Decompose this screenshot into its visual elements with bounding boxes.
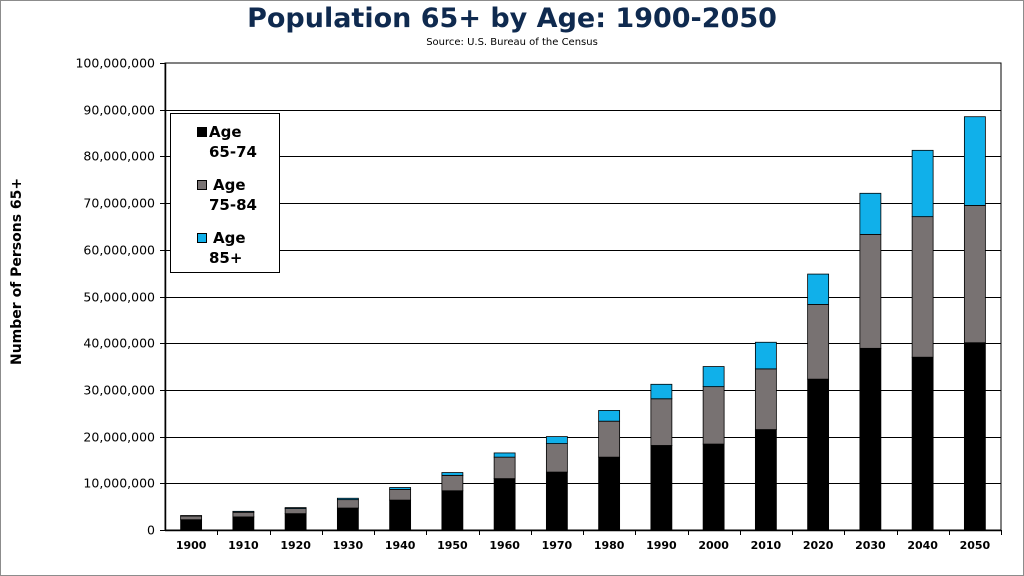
bar-age-75-84-1950 [441, 474, 464, 492]
legend-swatch-age-75-84 [197, 180, 207, 190]
legend-swatch-age-85-plus [197, 233, 207, 243]
bar-age-75-84-2020 [807, 304, 830, 380]
legend-label-line2: 85+ [209, 249, 243, 267]
y-tick-label: 30,000,000 [83, 383, 155, 398]
legend-label-line1: Age [213, 229, 246, 247]
bar-age-65-74-1920 [284, 513, 307, 531]
x-tick-label: 1990 [646, 539, 677, 552]
bar-age-75-84-2040 [911, 216, 934, 358]
bar-age-65-74-1910 [232, 516, 255, 531]
x-tick-label: 1960 [489, 539, 520, 552]
y-tick-label: 100,000,000 [75, 56, 155, 71]
bar-age-75-84-1940 [389, 488, 412, 501]
bar-age-75-84-2010 [754, 368, 777, 430]
x-tick-label: 2050 [960, 539, 991, 552]
y-tick-label: 10,000,000 [83, 476, 155, 491]
bar-age-85--1920 [284, 507, 307, 509]
legend-label-line2: 75-84 [209, 196, 257, 214]
bar-age-75-84-1930 [336, 499, 359, 509]
bar-age-65-74-2030 [859, 347, 882, 531]
bar-age-85--1970 [545, 436, 568, 445]
bar-age-65-74-2000 [702, 443, 725, 531]
bar-age-85--1980 [598, 410, 621, 422]
legend-label-line1: Age [209, 123, 242, 141]
bar-age-75-84-1900 [180, 515, 203, 521]
bar-age-85--1960 [493, 452, 516, 458]
bar-age-85--2000 [702, 366, 725, 388]
bar-age-85--2050 [963, 116, 986, 206]
y-tick-label: 0 [147, 523, 155, 538]
x-tick-label: 1900 [176, 539, 207, 552]
bar-age-65-74-1930 [336, 507, 359, 531]
x-tick-label: 2040 [907, 539, 938, 552]
bar-age-85--2030 [859, 192, 882, 235]
y-tick-label: 90,000,000 [83, 103, 155, 118]
bar-age-85--2020 [807, 273, 830, 305]
legend-label-line2: 65-74 [209, 143, 257, 161]
legend-label-line1: Age [213, 176, 246, 194]
legend-swatch-age-65-74 [197, 127, 207, 137]
x-tick-label: 1980 [594, 539, 625, 552]
bar-age-75-84-1960 [493, 456, 516, 480]
chart-legend: Age 65-74 Age 75-84 Age 85+ [170, 113, 280, 273]
bar-age-65-74-1950 [441, 490, 464, 531]
bar-age-65-74-1970 [545, 471, 568, 531]
bar-age-85--1930 [336, 497, 359, 501]
x-tick-label: 2020 [803, 539, 834, 552]
bar-age-85--1910 [232, 510, 255, 513]
x-tick-label: 2010 [751, 539, 782, 552]
x-tick-label: 1930 [333, 539, 364, 552]
bar-age-85--1990 [650, 383, 673, 400]
chart-subtitle: Source: U.S. Bureau of the Census [426, 37, 598, 48]
y-tick-label: 70,000,000 [83, 196, 155, 211]
bar-age-65-74-2010 [754, 429, 777, 531]
bar-age-85--1940 [389, 487, 412, 490]
bar-age-75-84-2050 [963, 205, 986, 344]
bar-age-65-74-1990 [650, 445, 673, 531]
bar-age-75-84-1970 [545, 443, 568, 473]
y-tick-label: 40,000,000 [83, 336, 155, 351]
x-tick-label: 1940 [385, 539, 416, 552]
bar-age-65-74-1900 [180, 519, 203, 531]
x-tick-label: 2030 [855, 539, 886, 552]
bar-age-85--1950 [441, 472, 464, 476]
y-tick-label: 60,000,000 [83, 243, 155, 258]
bar-age-85--2010 [754, 341, 777, 370]
bar-age-75-84-1910 [232, 511, 255, 518]
bar-age-75-84-1980 [598, 420, 621, 458]
bar-age-75-84-2030 [859, 233, 882, 349]
bar-age-65-74-2050 [963, 342, 986, 531]
bar-age-65-74-2020 [807, 378, 830, 531]
bar-age-75-84-2000 [702, 386, 725, 445]
bar-age-75-84-1920 [284, 508, 307, 515]
bar-age-65-74-1960 [493, 478, 516, 531]
bar-age-85--2040 [911, 149, 934, 218]
x-tick-label: 1920 [280, 539, 311, 552]
chart-title: Population 65+ by Age: 1900-2050 [247, 3, 777, 34]
bar-age-65-74-2040 [911, 356, 934, 531]
bar-age-65-74-1980 [598, 456, 621, 531]
y-tick-label: 20,000,000 [83, 430, 155, 445]
bar-age-75-84-1990 [650, 398, 673, 446]
x-tick-label: 1910 [228, 539, 259, 552]
y-tick-label: 50,000,000 [83, 290, 155, 305]
x-tick-label: 2000 [698, 539, 729, 552]
x-tick-label: 1970 [542, 539, 573, 552]
x-tick-label: 1950 [437, 539, 468, 552]
y-tick-label: 80,000,000 [83, 149, 155, 164]
bar-age-65-74-1940 [389, 499, 412, 531]
